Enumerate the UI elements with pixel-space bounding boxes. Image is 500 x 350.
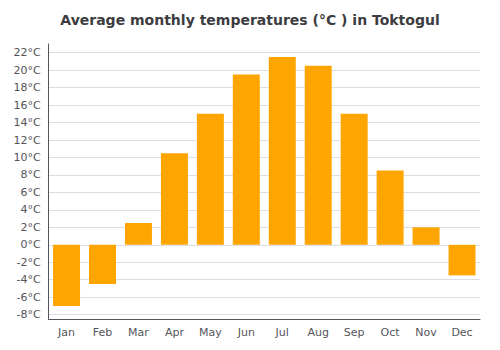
svg-text:2°C: 2°C: [20, 221, 40, 234]
svg-text:Oct: Oct: [381, 326, 401, 339]
svg-text:-4°C: -4°C: [16, 273, 40, 286]
svg-text:Jul: Jul: [275, 326, 289, 339]
svg-text:Mar: Mar: [128, 326, 149, 339]
svg-text:16°C: 16°C: [13, 99, 40, 112]
svg-text:Dec: Dec: [451, 326, 472, 339]
svg-text:-6°C: -6°C: [16, 291, 40, 304]
svg-text:22°C: 22°C: [13, 46, 40, 59]
svg-text:Sep: Sep: [344, 326, 365, 339]
svg-text:Feb: Feb: [93, 326, 112, 339]
svg-text:12°C: 12°C: [13, 134, 40, 147]
svg-text:Aug: Aug: [307, 326, 328, 339]
svg-text:-2°C: -2°C: [16, 256, 40, 269]
svg-text:Average monthly temperatures (: Average monthly temperatures (°C ) in To…: [60, 12, 439, 28]
svg-text:May: May: [199, 326, 222, 339]
svg-text:14°C: 14°C: [13, 116, 40, 129]
svg-text:4°C: 4°C: [20, 203, 40, 216]
svg-text:0°C: 0°C: [20, 238, 40, 251]
svg-text:Jan: Jan: [57, 326, 75, 339]
svg-text:8°C: 8°C: [20, 168, 40, 181]
svg-text:20°C: 20°C: [13, 64, 40, 77]
svg-text:Apr: Apr: [165, 326, 185, 339]
svg-text:-8°C: -8°C: [16, 308, 40, 321]
svg-text:10°C: 10°C: [13, 151, 40, 164]
svg-text:18°C: 18°C: [13, 81, 40, 94]
svg-text:6°C: 6°C: [20, 186, 40, 199]
svg-text:Jun: Jun: [237, 326, 255, 339]
svg-text:Nov: Nov: [415, 326, 437, 339]
